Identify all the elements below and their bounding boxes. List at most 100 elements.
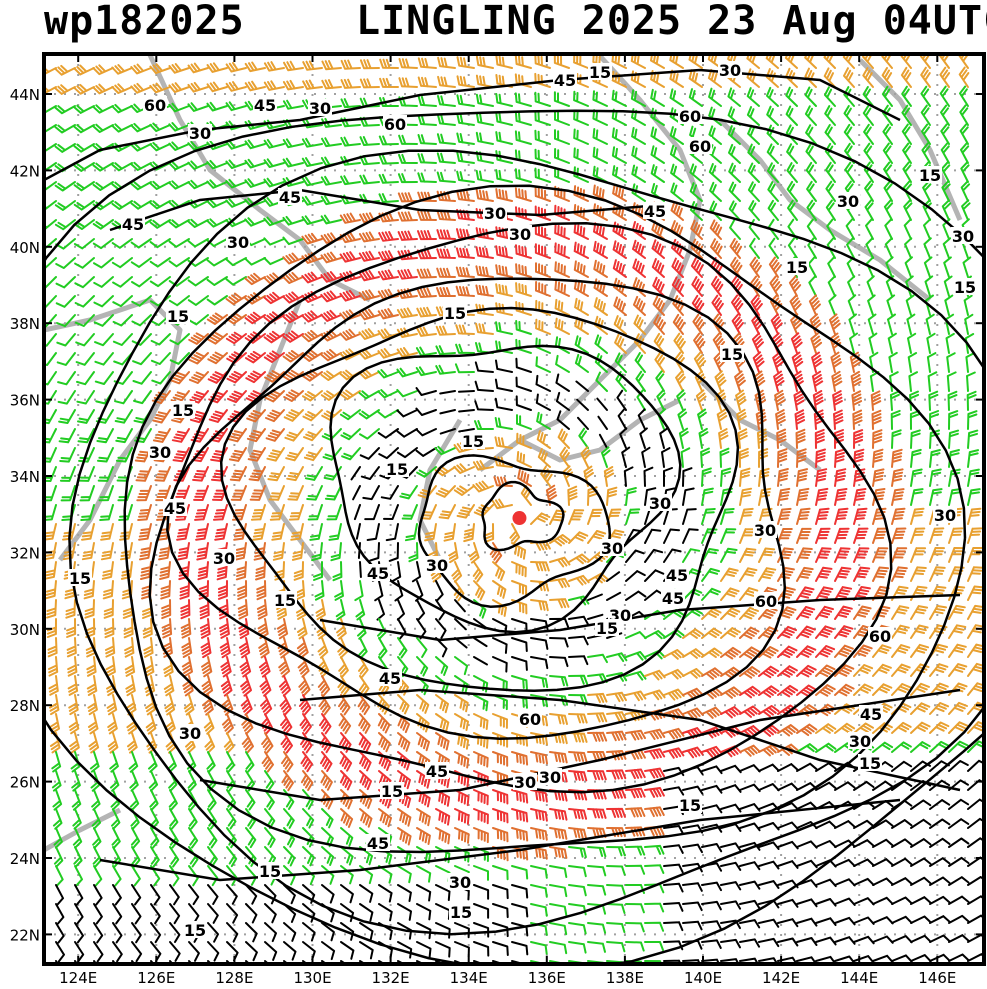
wind-barb bbox=[456, 94, 475, 107]
wind-barb bbox=[811, 351, 823, 373]
wind-barb bbox=[530, 561, 550, 572]
contour-label: 30 bbox=[149, 443, 171, 462]
wind-barb bbox=[698, 427, 709, 449]
wind-barb bbox=[929, 682, 949, 696]
wind-barb bbox=[111, 200, 133, 210]
contour-label: 30 bbox=[426, 556, 448, 575]
wind-barb bbox=[264, 370, 285, 383]
wind-barb bbox=[111, 162, 133, 172]
wind-barb bbox=[672, 295, 685, 316]
wind-barb bbox=[967, 429, 979, 449]
wind-barb bbox=[495, 264, 513, 278]
wind-barb bbox=[847, 275, 856, 297]
wind-barb bbox=[491, 498, 513, 510]
wind-barb bbox=[637, 408, 646, 430]
wind-barb bbox=[54, 200, 76, 211]
wind-barb bbox=[112, 295, 133, 308]
wind-barb bbox=[574, 335, 589, 354]
wind-barb bbox=[593, 297, 608, 316]
wind-barb bbox=[663, 649, 685, 660]
contour-label: 15 bbox=[679, 796, 701, 815]
wind-barb bbox=[606, 591, 622, 601]
wind-barb bbox=[534, 186, 551, 202]
wind-barb bbox=[489, 542, 503, 564]
wind-barb bbox=[891, 915, 913, 924]
wind-barb bbox=[796, 468, 809, 487]
contour-label-bg bbox=[868, 627, 892, 644]
wind-barb bbox=[701, 587, 721, 601]
contour-label: 15 bbox=[462, 432, 484, 451]
wind-barb bbox=[734, 370, 746, 392]
wind-barb bbox=[790, 313, 803, 335]
wind-barb bbox=[777, 487, 791, 506]
wind-barb bbox=[301, 369, 323, 382]
wind-barb bbox=[302, 390, 323, 402]
wind-barb bbox=[853, 897, 875, 906]
wind-barb bbox=[436, 287, 456, 297]
wind-barb bbox=[903, 218, 912, 240]
wind-barb bbox=[139, 542, 152, 561]
contour-label: 45 bbox=[554, 71, 576, 90]
wind-barb bbox=[592, 146, 608, 164]
wind-barb bbox=[901, 85, 912, 107]
lon-label: 132E bbox=[372, 969, 410, 987]
wind-barb bbox=[530, 827, 548, 841]
wind-barb bbox=[929, 605, 947, 620]
wind-barb bbox=[862, 54, 874, 69]
wind-barb bbox=[720, 938, 741, 949]
contour-label: 15 bbox=[386, 460, 408, 479]
wind-barb bbox=[872, 566, 890, 582]
wind-barb bbox=[417, 153, 437, 164]
wind-barb bbox=[925, 313, 935, 335]
wind-barb bbox=[650, 164, 665, 183]
wind-barb bbox=[437, 56, 456, 69]
wind-barb bbox=[121, 580, 133, 600]
wind-barb bbox=[907, 332, 917, 354]
wind-barb bbox=[946, 352, 956, 373]
contour-label-bg bbox=[121, 215, 145, 232]
wind-barb bbox=[112, 276, 133, 288]
wind-barb bbox=[549, 865, 568, 878]
wind-barb bbox=[701, 920, 722, 930]
wind-barb bbox=[661, 447, 671, 468]
wind-barb bbox=[682, 668, 704, 679]
wind-barb bbox=[843, 105, 855, 126]
wind-barb bbox=[321, 60, 342, 71]
wind-barb bbox=[872, 896, 894, 905]
wind-barb bbox=[225, 751, 236, 773]
wind-barb bbox=[826, 237, 836, 259]
wind-barb bbox=[334, 580, 344, 601]
wind-barb bbox=[358, 250, 380, 262]
wind-barb bbox=[44, 314, 57, 328]
wind-barb bbox=[882, 142, 893, 164]
wind-barb bbox=[46, 599, 57, 619]
wind-barb bbox=[244, 311, 266, 325]
wind-barb bbox=[804, 54, 817, 69]
contour-label-bg bbox=[383, 115, 407, 132]
wind-barb bbox=[554, 223, 570, 240]
wind-barb bbox=[853, 644, 873, 658]
wind-barb bbox=[758, 822, 780, 831]
wind-barb bbox=[321, 137, 342, 148]
wind-barb bbox=[272, 542, 285, 561]
wind-barb bbox=[777, 468, 789, 487]
wind-barb bbox=[612, 183, 627, 202]
wind-barb bbox=[701, 487, 714, 506]
wind-barb bbox=[701, 567, 720, 582]
wind-barb bbox=[397, 268, 418, 280]
wind-barb bbox=[739, 880, 761, 890]
wind-barb bbox=[554, 185, 570, 202]
wind-barb bbox=[675, 370, 686, 392]
wind-barb bbox=[808, 294, 821, 316]
contour-label-bg bbox=[188, 124, 212, 141]
wind-barb bbox=[207, 884, 219, 905]
wind-barb bbox=[511, 637, 528, 652]
wind-barb bbox=[226, 351, 247, 364]
wind-barb bbox=[301, 137, 323, 148]
wind-barb bbox=[939, 85, 950, 107]
wind-barb bbox=[359, 136, 380, 146]
wind-barb bbox=[595, 371, 608, 392]
isotach-contour bbox=[219, 306, 740, 692]
wind-barb bbox=[727, 87, 741, 107]
wind-barb bbox=[625, 884, 645, 894]
